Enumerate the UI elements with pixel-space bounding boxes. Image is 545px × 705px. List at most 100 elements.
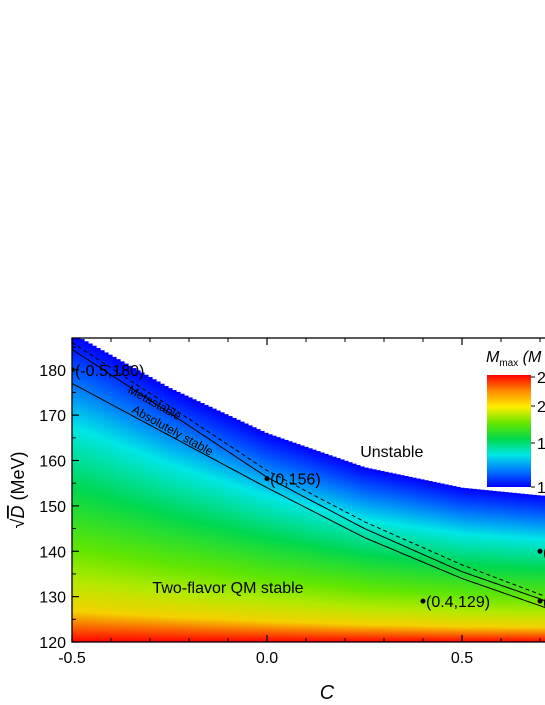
point-label: (0.7,140	[543, 544, 545, 561]
svg-text:√D (MeV): √D (MeV)	[8, 452, 28, 529]
heatmap-cell	[392, 473, 397, 642]
heatmap-area	[72, 338, 545, 642]
heatmap-cell	[312, 449, 317, 642]
heatmap-cell	[188, 397, 193, 642]
heatmap-cell	[256, 429, 261, 642]
heatmap-cell	[212, 408, 217, 642]
heatmap-cell	[180, 393, 185, 642]
heatmap-cell	[92, 345, 97, 642]
heatmap-cell	[144, 374, 149, 642]
heatmap-cell	[376, 470, 381, 642]
heatmap-cell	[172, 390, 177, 642]
heatmap-cell	[372, 469, 377, 642]
boundary-curve	[72, 342, 545, 597]
heatmap-cell	[272, 435, 277, 642]
heatmap-cell	[424, 480, 429, 642]
heatmap-cell	[284, 439, 289, 642]
heatmap-cell	[248, 425, 253, 642]
region-label: Unstable	[360, 444, 423, 461]
heatmap-cell	[320, 452, 325, 642]
heatmap-cell	[156, 381, 161, 642]
heatmap-cell	[412, 477, 417, 642]
y-tick-label: 180	[39, 363, 66, 380]
heatmap-cell	[224, 414, 229, 642]
heatmap-cell	[76, 338, 81, 642]
point-label: (-0.5,180)	[75, 363, 144, 380]
heatmap-cell	[100, 350, 105, 642]
heatmap-cell	[472, 488, 477, 642]
heatmap-cell	[296, 444, 301, 642]
heatmap-cell	[200, 403, 205, 642]
heatmap-cell	[300, 445, 305, 642]
heatmap-cell	[336, 458, 341, 642]
colorbar-tick-label: 2	[537, 370, 545, 387]
heatmap-cell	[468, 488, 473, 642]
axes: -0.5 0.0 0.5 120 130 140 150 160 170 180	[39, 338, 541, 667]
data-point	[264, 476, 270, 482]
x-axis-title: C	[320, 682, 335, 704]
plot-frame	[71, 337, 545, 643]
boundary-curve	[72, 348, 545, 602]
heatmap-cell	[512, 492, 517, 642]
heatmap-cell	[404, 476, 409, 642]
heatmap-cell	[72, 338, 77, 642]
y-axis-title: √D (MeV)	[8, 452, 28, 529]
point-label: (0.4,129)	[426, 594, 490, 611]
colorbar-gradient	[487, 375, 531, 487]
heatmap-cell	[400, 475, 405, 642]
y-tick-label: 160	[39, 454, 66, 471]
heatmap-cell	[308, 448, 313, 642]
heatmap-cell	[456, 486, 461, 642]
heatmap-cell	[160, 383, 165, 642]
heatmap-cell	[396, 474, 401, 642]
heatmap-cell	[228, 416, 233, 642]
region-labels: Unstable Two-flavor QM stable	[152, 444, 423, 597]
heatmap-cell	[476, 489, 481, 642]
heatmap-cell	[428, 481, 433, 642]
heatmap-cell	[524, 494, 529, 642]
heatmap-cell	[136, 370, 141, 642]
heatmap-cell	[84, 341, 89, 642]
y-tick-label: 120	[39, 635, 66, 652]
heatmap-cell	[540, 495, 545, 642]
heatmap-cell	[480, 489, 485, 642]
colorbar-tick-label: 2	[537, 399, 545, 416]
heatmap-cell	[352, 463, 357, 642]
heatmap-cell	[220, 412, 225, 642]
heatmap-cell	[536, 495, 541, 642]
heatmap-cell	[364, 467, 369, 642]
heatmap-cell	[184, 395, 189, 642]
heatmap-cell	[488, 490, 493, 642]
heatmap-cell	[252, 427, 257, 642]
heatmap-cell	[452, 486, 457, 642]
heatmap-cell	[244, 423, 249, 642]
heatmap-cell	[504, 492, 509, 642]
heatmap-cell	[280, 438, 285, 642]
heatmap-cell	[324, 453, 329, 642]
heatmap-cell	[432, 481, 437, 642]
data-point	[537, 548, 543, 554]
heatmap-cell	[348, 462, 353, 642]
heatmap-cell	[316, 451, 321, 642]
heatmap-cell	[152, 379, 157, 642]
heatmap-cell	[388, 472, 393, 642]
colorbar: Mmax (M 2 2 1 1	[486, 349, 545, 497]
heatmap-cell	[500, 491, 505, 642]
heatmap-cell	[464, 488, 469, 642]
colorbar-ticks: 2 2 1 1	[531, 370, 545, 497]
heatmap-cell	[356, 465, 361, 642]
heatmap-cell	[492, 490, 497, 642]
data-point	[420, 598, 426, 604]
heatmap-cell	[340, 459, 345, 642]
heatmap-cell	[140, 372, 145, 642]
heatmap-cell	[328, 455, 333, 642]
heatmap-cell	[496, 491, 501, 642]
heatmap-cell	[292, 442, 297, 642]
boundary-curve	[72, 382, 545, 608]
y-tick-label: 170	[39, 408, 66, 425]
heatmap-cell	[508, 492, 513, 642]
region-label: Two-flavor QM stable	[152, 580, 303, 597]
heatmap-cell	[168, 388, 173, 642]
x-tick-label: -0.5	[58, 650, 86, 667]
